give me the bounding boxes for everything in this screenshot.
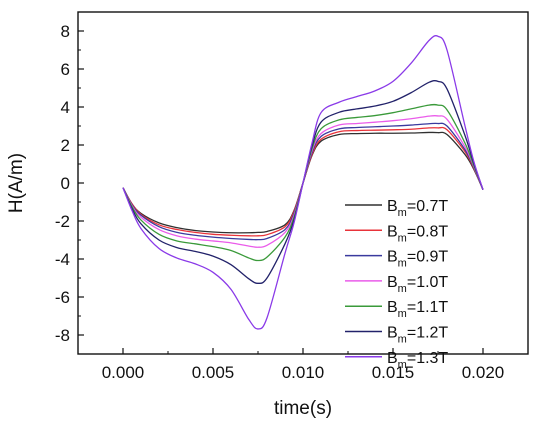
- legend-label-6: Bm=1.2T: [387, 325, 448, 346]
- legend-label-3: Bm=0.9T: [387, 249, 448, 270]
- x-tick-label: 0.015: [372, 363, 415, 382]
- x-tick-label: 0.020: [462, 363, 505, 382]
- legend-label-5: Bm=1.1T: [387, 299, 448, 320]
- y-tick-label: 0: [61, 174, 70, 193]
- y-tick-label: -4: [55, 250, 70, 269]
- axes: 0.000 0.005 0.010 0.015 0.020 -8 -6 -4 -2 0 2 4 6 8: [55, 22, 504, 382]
- y-tick-label: 2: [61, 136, 70, 155]
- series-line-7: [122, 35, 484, 330]
- legend-label-7: Bm=1.3T: [387, 350, 448, 371]
- y-tick-label: -8: [55, 326, 70, 345]
- y-tick-label: 8: [61, 22, 70, 41]
- legend-label-4: Bm=1.0T: [387, 274, 448, 295]
- x-tick-label: 0.010: [282, 363, 325, 382]
- y-axis-title: H(A/m): [6, 153, 27, 213]
- y-tick-label: -2: [55, 212, 70, 231]
- y-tick-label: 6: [61, 60, 70, 79]
- x-tick-label: 0.005: [192, 363, 235, 382]
- legend-label-1: Bm=0.7T: [387, 198, 448, 219]
- y-tick-label: -6: [55, 288, 70, 307]
- series-layer: [122, 35, 484, 330]
- legend: Bm=0.7T Bm=0.8T Bm=0.9T Bm=1.0T Bm=1.1T Bm=1.…: [345, 198, 448, 371]
- x-axis-title: time(s): [274, 398, 332, 419]
- x-tick-label: 0.000: [102, 363, 145, 382]
- y-tick-label: 4: [61, 98, 70, 117]
- legend-label-2: Bm=0.8T: [387, 223, 448, 244]
